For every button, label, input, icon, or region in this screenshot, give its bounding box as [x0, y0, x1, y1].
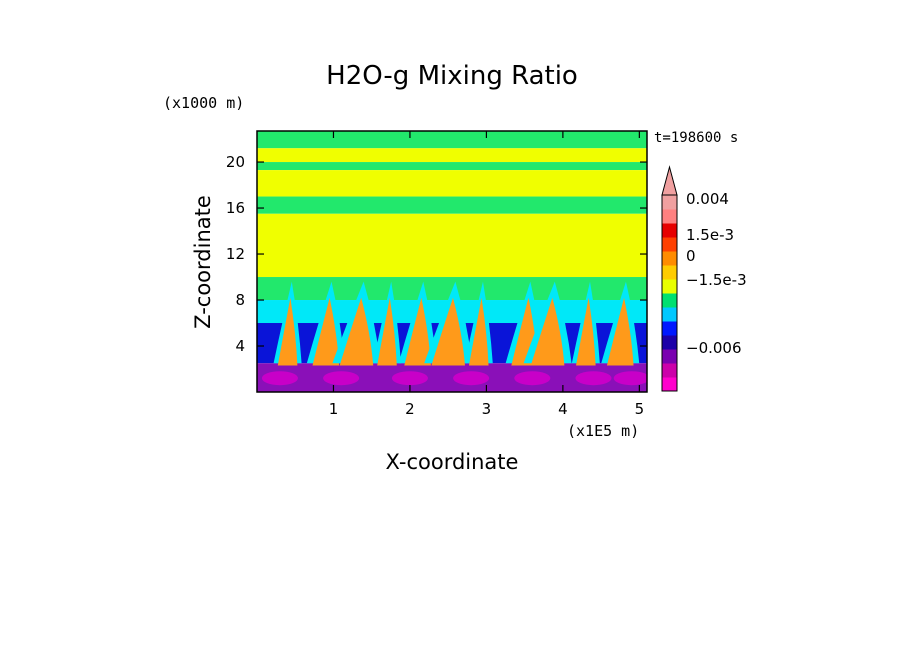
- colorbar-label: −0.006: [686, 339, 742, 357]
- field-band-5: [257, 213, 647, 278]
- colorbar-swatch: [662, 307, 677, 322]
- plume-orange-2: [339, 297, 374, 366]
- x-tick-label: 1: [329, 400, 339, 418]
- colorbar-swatch: [662, 377, 677, 392]
- contour-field: [257, 131, 647, 392]
- surface-blob-5: [575, 371, 612, 386]
- plume-orange-4: [404, 297, 431, 366]
- y-axis-label: Z-coordinate: [191, 195, 215, 329]
- y-tick-label: 20: [226, 153, 245, 171]
- colorbar-swatch: [662, 209, 677, 224]
- colorbar-swatch: [662, 335, 677, 350]
- x-axis-label: X-coordinate: [386, 450, 519, 474]
- colorbar-label: 0.004: [686, 190, 729, 208]
- y-axis: 4 8 12 16 20: [226, 153, 647, 355]
- time-label: t=198600 s: [654, 130, 738, 146]
- field-band-1: [257, 148, 647, 163]
- surface-blob-6: [613, 371, 647, 386]
- colorbar-swatch: [662, 293, 677, 308]
- y-tick-label: 16: [226, 199, 245, 217]
- field-band-2: [257, 162, 647, 171]
- x-axis: 1 2 3 4 5: [329, 131, 644, 418]
- colorbar-swatch: [662, 265, 677, 280]
- colorbar-label: 0: [686, 247, 696, 265]
- x-tick-label: 2: [405, 400, 415, 418]
- surface-blob-0: [261, 371, 298, 386]
- y-tick-label: 4: [235, 337, 245, 355]
- x-tick-label: 5: [635, 400, 645, 418]
- plume-orange-3: [377, 297, 397, 366]
- colorbar-frame: [661, 194, 678, 392]
- plot-frame: [256, 130, 648, 393]
- plume-orange-5: [431, 297, 465, 366]
- colorbar-swatch: [662, 279, 677, 294]
- y-tick-label: 8: [235, 291, 245, 309]
- colorbar-swatch: [662, 363, 677, 378]
- y-unit-label: (x1000 m): [163, 94, 244, 112]
- surface-blob-1: [323, 371, 360, 386]
- plume-orange-10: [606, 297, 634, 366]
- plume-orange-1: [312, 297, 340, 366]
- plume-orange-8: [530, 297, 565, 366]
- plume-orange-0: [277, 297, 298, 366]
- field-band-6: [257, 277, 647, 301]
- colorbar-label: 1.5e-3: [686, 226, 734, 244]
- colorbar-swatch: [662, 237, 677, 252]
- colorbar-swatch: [662, 251, 677, 266]
- surface-blob-4: [514, 371, 551, 386]
- colorbar-arrow: [661, 165, 678, 196]
- x-tick-label: 4: [558, 400, 568, 418]
- surface-blob-3: [453, 371, 490, 386]
- colorbar-swatch: [662, 195, 677, 210]
- x-unit-label: (x1E5 m): [567, 422, 639, 440]
- surface-blob-2: [391, 371, 428, 386]
- plume-orange-9: [576, 297, 596, 366]
- x-tick-label: 3: [482, 400, 492, 418]
- plume-orange-6: [468, 297, 489, 366]
- field-band-3: [257, 170, 647, 197]
- field-band-0: [257, 131, 647, 149]
- colorbar-label: −1.5e-3: [686, 271, 747, 289]
- y-tick-label: 12: [226, 245, 245, 263]
- field-band-4: [257, 196, 647, 214]
- colorbar-swatch: [662, 223, 677, 238]
- colorbar-swatch: [662, 349, 677, 364]
- chart-title: H2O-g Mixing Ratio: [326, 61, 578, 91]
- colorbar-swatch: [662, 321, 677, 336]
- colorbar: 0.004 1.5e-3 0 −1.5e-3 −0.006: [661, 165, 747, 392]
